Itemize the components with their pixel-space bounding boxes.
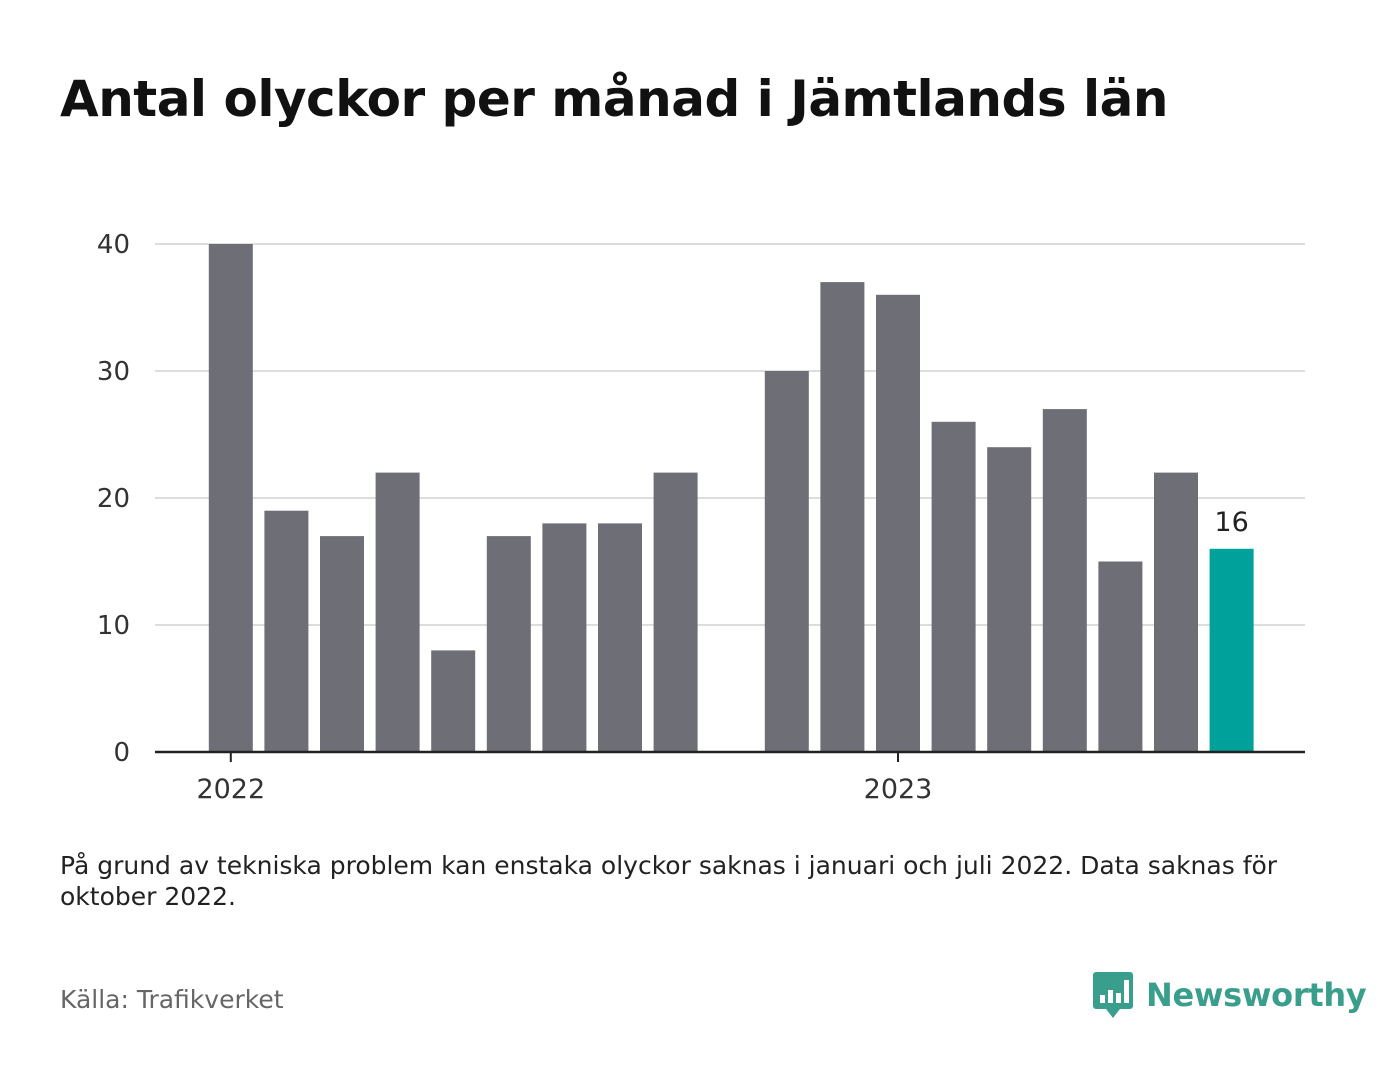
y-tick-label: 40 bbox=[97, 230, 130, 260]
bar bbox=[486, 536, 531, 752]
bar bbox=[987, 447, 1032, 752]
chart-footnote: På grund av tekniska problem kan enstaka… bbox=[60, 851, 1278, 911]
brand-name: Newsworthy bbox=[1146, 976, 1367, 1014]
newsworthy-logo-icon bbox=[1093, 972, 1133, 1018]
bar bbox=[653, 472, 698, 752]
bar bbox=[264, 510, 309, 752]
y-tick-label: 20 bbox=[97, 484, 130, 514]
chart-title: Antal olyckor per månad i Jämtlands län bbox=[60, 70, 1168, 128]
y-tick-label: 0 bbox=[113, 738, 130, 768]
bar bbox=[208, 244, 253, 752]
y-tick-label: 10 bbox=[97, 611, 130, 641]
bar bbox=[375, 472, 420, 752]
x-tick-label: 2022 bbox=[196, 774, 265, 805]
y-axis-ticks: 0 10 20 30 40 bbox=[97, 230, 130, 768]
data-label: 16 bbox=[1214, 507, 1248, 538]
x-tick-label: 2023 bbox=[864, 774, 933, 805]
brand-logo[interactable]: Newsworthy bbox=[1092, 970, 1367, 1020]
bar bbox=[1098, 561, 1143, 752]
bars bbox=[208, 244, 1254, 752]
bar bbox=[1154, 472, 1198, 752]
bar bbox=[320, 536, 364, 752]
bar bbox=[1209, 548, 1254, 752]
bar bbox=[542, 523, 587, 752]
bar bbox=[431, 650, 476, 752]
bar bbox=[1042, 409, 1087, 752]
bar bbox=[764, 371, 809, 752]
bar bbox=[598, 523, 642, 752]
bar bbox=[931, 421, 976, 752]
bar bbox=[820, 282, 865, 752]
bar bbox=[876, 294, 920, 752]
y-tick-label: 30 bbox=[97, 357, 130, 387]
x-axis: 2022 2023 bbox=[155, 750, 1305, 805]
data-labels: 16 bbox=[1214, 507, 1248, 538]
source-credit: Källa: Trafikverket bbox=[60, 985, 284, 1014]
bar-chart: 0 10 20 30 40 2022 2023 16 bbox=[97, 230, 1305, 805]
